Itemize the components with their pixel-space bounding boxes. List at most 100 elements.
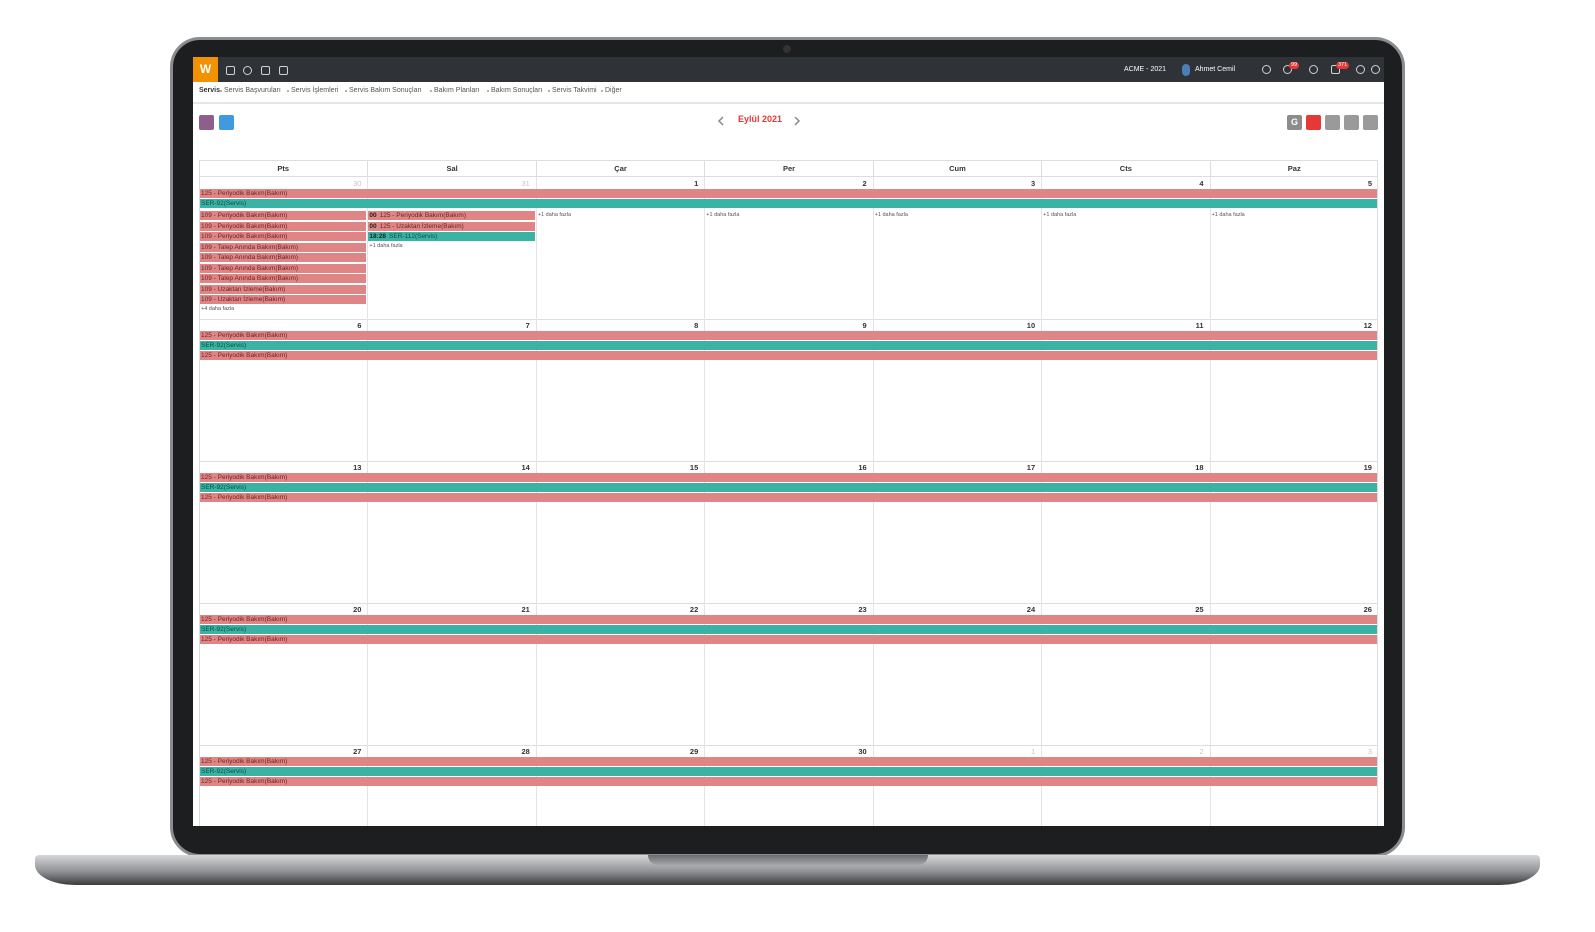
event[interactable]: 109 - Talep Anında Bakım(Bakım) [200, 263, 367, 273]
chart-icon[interactable] [261, 66, 270, 75]
day-number[interactable]: 11 [1195, 321, 1204, 330]
day-number[interactable]: 19 [1363, 463, 1372, 472]
breadcrumb-item[interactable]: Diğer [605, 87, 622, 94]
tool-button[interactable] [219, 115, 234, 130]
more-link[interactable]: +1 daha fazla [874, 211, 908, 218]
event-bar[interactable]: 125 - Periyodik Bakım(Bakım) [200, 493, 1377, 502]
breadcrumb-item[interactable]: Bakım Sonuçları [491, 87, 543, 94]
day-number[interactable]: 7 [525, 321, 530, 330]
day-number[interactable]: 31 [521, 179, 530, 188]
event[interactable]: 109 - Periyodik Bakım(Bakım) [200, 232, 367, 241]
day-number[interactable]: 2 [862, 179, 867, 188]
day-number[interactable]: 1 [694, 179, 699, 188]
calendar-icon[interactable] [279, 66, 288, 75]
chat-icon[interactable] [1309, 65, 1318, 74]
week-view-button[interactable] [1325, 115, 1340, 130]
month-view-button[interactable] [1306, 115, 1321, 130]
company[interactable]: ACME - 2021 [1124, 66, 1167, 73]
event-bar[interactable]: SER-92(Servis) [200, 483, 1377, 492]
day-number[interactable]: 23 [858, 605, 867, 614]
logo[interactable]: W [193, 57, 218, 82]
event-bar[interactable]: SER-92(Servis) [200, 199, 1377, 208]
day-number[interactable]: 20 [353, 605, 362, 614]
day-number[interactable]: 3 [1367, 747, 1372, 756]
view-button[interactable]: G [1287, 115, 1302, 130]
event-bar[interactable]: 125 - Periyodik Bakım(Bakım) [200, 473, 1377, 482]
more-link[interactable]: +1 daha fazla [1043, 211, 1077, 218]
day-number[interactable]: 30 [858, 747, 867, 756]
day-number[interactable]: 15 [689, 463, 699, 472]
more-link[interactable]: +4 daha fazla [201, 306, 235, 312]
event-bar[interactable]: 125 - Periyodik Bakım(Bakım) [200, 331, 1377, 340]
event[interactable]: 109 - Uzaktan İzleme(Bakım) [200, 295, 367, 304]
more-link[interactable]: +1 daha fazla [369, 243, 403, 249]
day-number[interactable]: 1 [1030, 747, 1036, 756]
event-bar[interactable]: SER-92(Servis) [200, 341, 1377, 350]
event-bar[interactable]: 125 - Periyodik Bakım(Bakım) [200, 757, 1377, 766]
home-icon[interactable] [226, 66, 235, 75]
day-view-button[interactable] [1344, 115, 1359, 130]
prev-arrow[interactable] [717, 116, 724, 126]
event-bar[interactable]: SER-92(Servis) [200, 767, 1377, 776]
day-number[interactable]: 12 [1363, 321, 1372, 330]
day-number[interactable]: 8 [694, 321, 699, 330]
day-number[interactable]: 13 [353, 463, 362, 472]
more-link[interactable]: +1 daha fazla [537, 211, 572, 218]
event[interactable]: 109 - Talep Anında Bakım(Bakım) [200, 253, 367, 262]
day-number[interactable]: 27 [353, 747, 362, 756]
column-divider [1209, 177, 1211, 319]
event[interactable]: 00 125 - Periyodik Bakım(Bakım) [368, 211, 535, 220]
event-bar[interactable]: 125 - Periyodik Bakım(Bakım) [200, 635, 1377, 644]
day-number[interactable]: 22 [689, 605, 699, 614]
event-bar[interactable]: 125 - Periyodik Bakım(Bakım) [200, 777, 1377, 786]
breadcrumb-item[interactable]: Servis İşlemleri [291, 87, 339, 94]
list-view-button[interactable] [1363, 115, 1378, 130]
event[interactable]: 00 125 - Uzaktan İzleme(Bakım) [368, 221, 535, 231]
event-bar[interactable]: 125 - Periyodik Bakım(Bakım) [200, 189, 1377, 198]
event[interactable]: 109 - Talep Anında Bakım(Bakım) [200, 274, 367, 283]
messages-icon[interactable] [1283, 65, 1292, 74]
day-number[interactable]: 30 [353, 179, 362, 188]
day-number[interactable]: 26 [1363, 605, 1372, 614]
day-number[interactable]: 28 [521, 747, 530, 756]
day-number[interactable]: 6 [357, 321, 362, 330]
gear-icon[interactable] [1371, 65, 1380, 74]
event-bar[interactable]: SER-92(Servis) [200, 625, 1377, 634]
day-number[interactable]: 4 [1199, 179, 1204, 188]
day-number[interactable]: 17 [1026, 463, 1036, 472]
day-number[interactable]: 18 [1195, 463, 1204, 472]
day-number[interactable]: 21 [521, 605, 530, 614]
day-number[interactable]: 3 [1030, 179, 1036, 188]
day-number[interactable]: 24 [1026, 605, 1036, 614]
event[interactable]: 18:28 SER-112(Servis) [368, 232, 535, 241]
event-bar[interactable]: 125 - Periyodik Bakım(Bakım) [200, 351, 1377, 360]
user-name[interactable]: Ahmet Cemil [1195, 66, 1236, 73]
more-link[interactable]: +1 daha fazla [706, 211, 740, 218]
event[interactable]: 109 - Uzaktan İzleme(Bakım) [200, 284, 367, 294]
day-number[interactable]: 10 [1026, 321, 1036, 330]
event[interactable]: 109 - Periyodik Bakım(Bakım) [200, 221, 367, 231]
help-icon[interactable] [1356, 65, 1365, 74]
tool-button[interactable] [199, 115, 214, 130]
breadcrumb-item[interactable]: Servis [199, 87, 221, 94]
settings-icon[interactable] [243, 66, 252, 75]
day-number[interactable]: 5 [1367, 179, 1372, 188]
day-number[interactable]: 14 [521, 463, 530, 472]
next-arrow[interactable] [794, 116, 801, 126]
event[interactable]: 109 - Periyodik Bakım(Bakım) [200, 211, 367, 220]
day-number[interactable]: 16 [858, 463, 867, 472]
more-link[interactable]: +1 daha fazla [1211, 211, 1245, 218]
event[interactable]: 109 - Talep Anında Bakım(Bakım) [200, 242, 367, 252]
day-number[interactable]: 9 [862, 321, 867, 330]
support-icon[interactable] [1262, 65, 1271, 74]
event-bar[interactable]: 125 - Periyodik Bakım(Bakım) [200, 615, 1377, 624]
day-number[interactable]: 25 [1195, 605, 1204, 614]
breadcrumb-item[interactable]: Bakım Planları [434, 87, 480, 94]
notification-icon[interactable] [1331, 65, 1340, 74]
breadcrumb-item[interactable]: Servis Bakım Sonuçları [349, 87, 422, 94]
day-number[interactable]: 2 [1199, 747, 1204, 756]
breadcrumb-item[interactable]: Servis Başvuruları [224, 87, 281, 94]
separator [548, 90, 550, 92]
breadcrumb-item[interactable]: Servis Takvimi [552, 87, 597, 94]
day-number[interactable]: 29 [689, 747, 699, 756]
